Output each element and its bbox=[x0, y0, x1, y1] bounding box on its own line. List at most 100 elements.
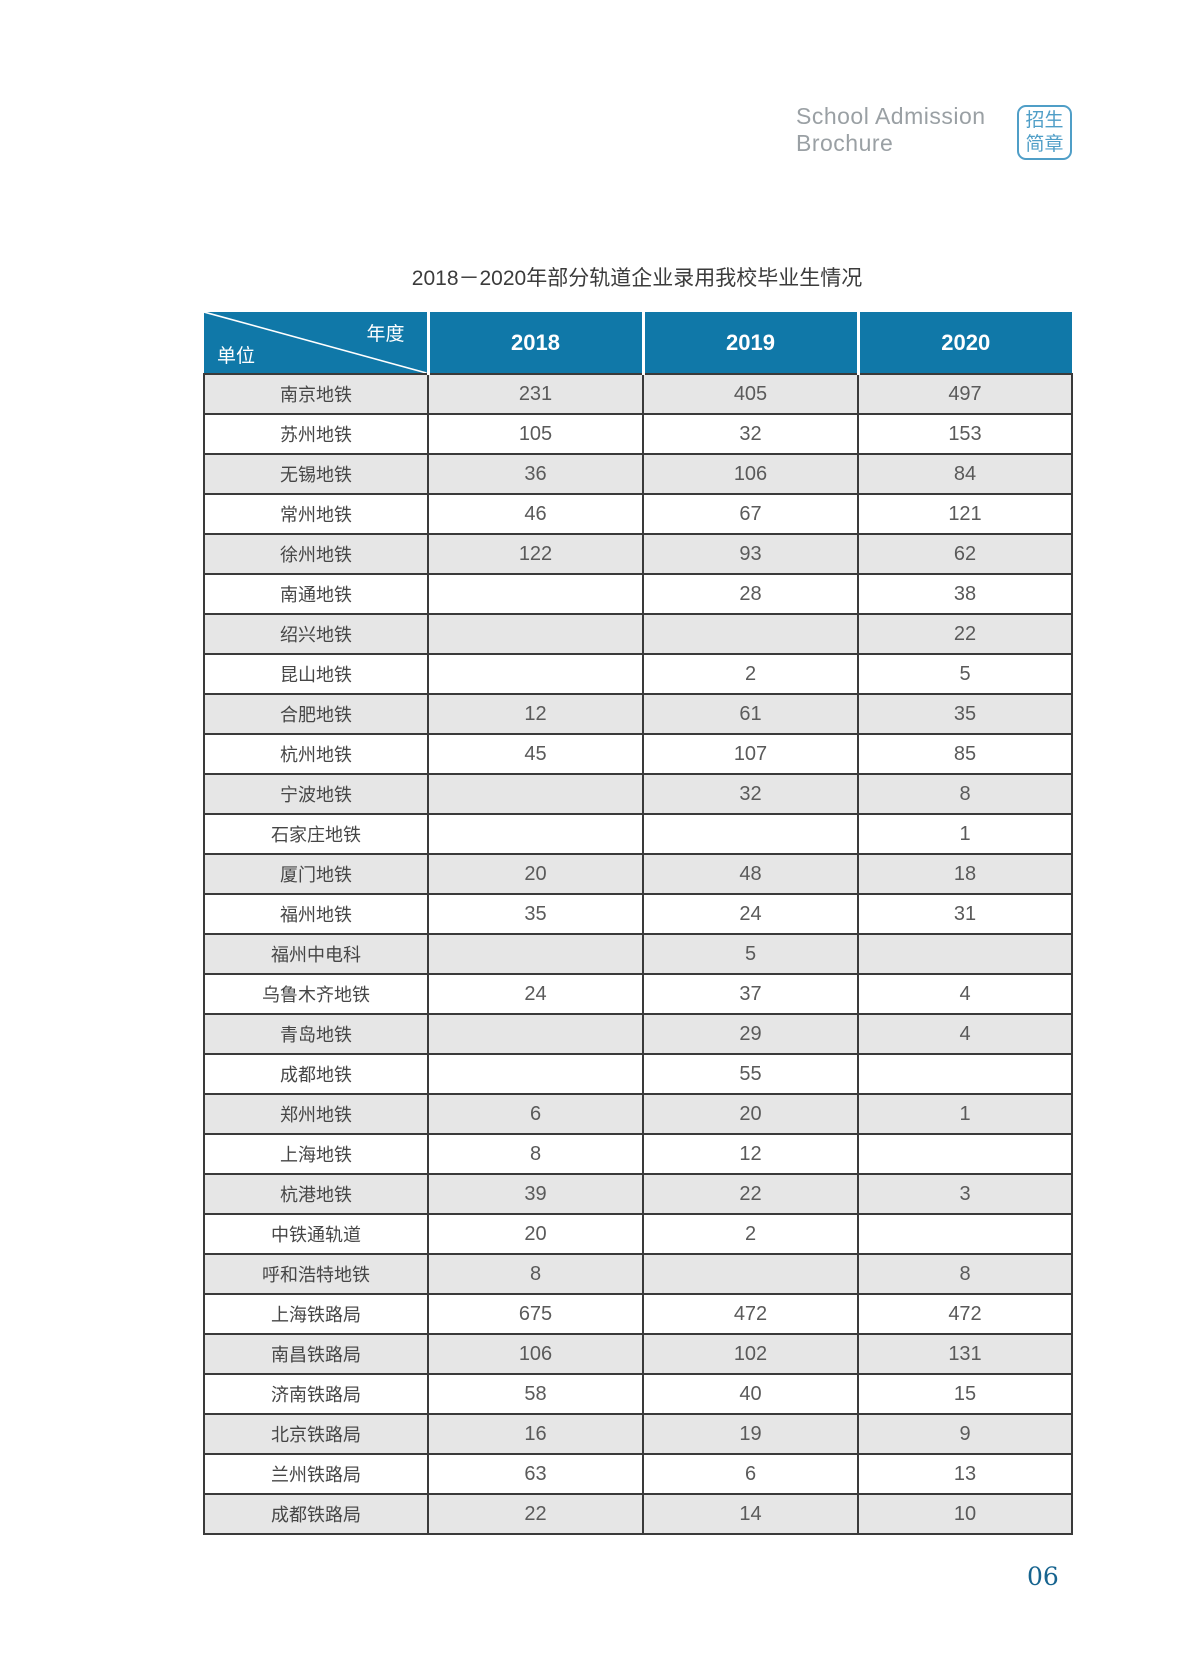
unit-cell: 福州中电科 bbox=[203, 933, 429, 975]
value-cell: 29 bbox=[642, 1013, 859, 1055]
table-row: 南通地铁 28 38 bbox=[203, 573, 1073, 615]
unit-cell: 中铁通轨道 bbox=[203, 1213, 429, 1255]
unit-cell: 成都地铁 bbox=[203, 1053, 429, 1095]
value-cell: 497 bbox=[857, 373, 1073, 415]
value-cell: 20 bbox=[427, 853, 644, 895]
unit-cell: 北京铁路局 bbox=[203, 1413, 429, 1455]
value-cell: 9 bbox=[857, 1413, 1073, 1455]
unit-cell: 常州地铁 bbox=[203, 493, 429, 535]
unit-cell: 无锡地铁 bbox=[203, 453, 429, 495]
table-row: 郑州地铁 6 20 1 bbox=[203, 1093, 1073, 1135]
value-cell: 48 bbox=[642, 853, 859, 895]
value-cell: 35 bbox=[857, 693, 1073, 735]
value-cell bbox=[642, 1253, 859, 1295]
unit-cell: 上海地铁 bbox=[203, 1133, 429, 1175]
table-row: 苏州地铁 105 32 153 bbox=[203, 413, 1073, 455]
value-cell bbox=[642, 613, 859, 655]
unit-cell: 南京地铁 bbox=[203, 373, 429, 415]
value-cell: 122 bbox=[427, 533, 644, 575]
table-row: 北京铁路局 16 19 9 bbox=[203, 1413, 1073, 1455]
value-cell: 38 bbox=[857, 573, 1073, 615]
value-cell: 84 bbox=[857, 453, 1073, 495]
value-cell: 14 bbox=[642, 1493, 859, 1535]
corner-label-unit: 单位 bbox=[217, 346, 256, 367]
brand-line2: Brochure bbox=[796, 130, 894, 156]
unit-cell: 合肥地铁 bbox=[203, 693, 429, 735]
badge-line1: 招生 bbox=[1025, 109, 1064, 131]
value-cell: 32 bbox=[642, 773, 859, 815]
table-row: 青岛地铁 29 4 bbox=[203, 1013, 1073, 1055]
page-number: 06 bbox=[1027, 1562, 1059, 1591]
unit-cell: 杭港地铁 bbox=[203, 1173, 429, 1215]
value-cell: 675 bbox=[427, 1293, 644, 1335]
unit-cell: 成都铁路局 bbox=[203, 1493, 429, 1535]
value-cell: 8 bbox=[857, 1253, 1073, 1295]
table-row: 无锡地铁 36 106 84 bbox=[203, 453, 1073, 495]
value-cell bbox=[427, 813, 644, 855]
table-row: 厦门地铁 20 48 18 bbox=[203, 853, 1073, 895]
value-cell: 1 bbox=[857, 1093, 1073, 1135]
unit-cell: 呼和浩特地铁 bbox=[203, 1253, 429, 1295]
value-cell: 35 bbox=[427, 893, 644, 935]
table-row: 南昌铁路局 106 102 131 bbox=[203, 1333, 1073, 1375]
value-cell: 28 bbox=[642, 573, 859, 615]
column-header-2020: 2020 bbox=[856, 312, 1072, 374]
value-cell: 5 bbox=[642, 933, 859, 975]
value-cell: 13 bbox=[857, 1453, 1073, 1495]
table-row: 杭州地铁 45 107 85 bbox=[203, 733, 1073, 775]
value-cell bbox=[427, 933, 644, 975]
value-cell: 131 bbox=[857, 1333, 1073, 1375]
value-cell: 8 bbox=[427, 1253, 644, 1295]
value-cell: 58 bbox=[427, 1373, 644, 1415]
table-row: 福州地铁 35 24 31 bbox=[203, 893, 1073, 935]
value-cell: 22 bbox=[642, 1173, 859, 1215]
unit-cell: 南昌铁路局 bbox=[203, 1333, 429, 1375]
table-row: 呼和浩特地铁 8 8 bbox=[203, 1253, 1073, 1295]
brand-text: School Admission Brochure bbox=[796, 103, 986, 157]
value-cell: 2 bbox=[642, 653, 859, 695]
table-row: 乌鲁木齐地铁 24 37 4 bbox=[203, 973, 1073, 1015]
unit-cell: 厦门地铁 bbox=[203, 853, 429, 895]
table-row: 成都铁路局 22 14 10 bbox=[203, 1493, 1073, 1535]
table-row: 徐州地铁 122 93 62 bbox=[203, 533, 1073, 575]
value-cell: 36 bbox=[427, 453, 644, 495]
table-row: 济南铁路局 58 40 15 bbox=[203, 1373, 1073, 1415]
value-cell: 31 bbox=[857, 893, 1073, 935]
value-cell: 39 bbox=[427, 1173, 644, 1215]
value-cell: 46 bbox=[427, 493, 644, 535]
table-title: 2018－2020年部分轨道企业录用我校毕业生情况 bbox=[411, 267, 863, 290]
value-cell: 2 bbox=[642, 1213, 859, 1255]
table-row: 成都地铁 55 bbox=[203, 1053, 1073, 1095]
value-cell: 18 bbox=[857, 853, 1073, 895]
brand-badge-logo: 招生 简章 bbox=[1017, 105, 1072, 160]
table-row: 常州地铁 46 67 121 bbox=[203, 493, 1073, 535]
value-cell: 19 bbox=[642, 1413, 859, 1455]
table-row: 石家庄地铁 1 bbox=[203, 813, 1073, 855]
unit-cell: 绍兴地铁 bbox=[203, 613, 429, 655]
value-cell: 121 bbox=[857, 493, 1073, 535]
badge-line2: 简章 bbox=[1025, 133, 1064, 155]
table-row: 福州中电科 5 bbox=[203, 933, 1073, 975]
value-cell: 4 bbox=[857, 973, 1073, 1015]
unit-cell: 石家庄地铁 bbox=[203, 813, 429, 855]
value-cell: 20 bbox=[427, 1213, 644, 1255]
table-row: 上海铁路局 675 472 472 bbox=[203, 1293, 1073, 1335]
value-cell: 16 bbox=[427, 1413, 644, 1455]
value-cell: 12 bbox=[427, 693, 644, 735]
value-cell: 106 bbox=[642, 453, 859, 495]
value-cell: 85 bbox=[857, 733, 1073, 775]
value-cell: 6 bbox=[427, 1093, 644, 1135]
unit-cell: 杭州地铁 bbox=[203, 733, 429, 775]
value-cell bbox=[857, 933, 1073, 975]
recruitment-table: 年度 单位 2018 2019 2020 南京地铁 231 405 497 苏州地铁 10… bbox=[203, 312, 1073, 1535]
value-cell: 105 bbox=[427, 413, 644, 455]
value-cell: 22 bbox=[857, 613, 1073, 655]
value-cell: 62 bbox=[857, 533, 1073, 575]
unit-cell: 济南铁路局 bbox=[203, 1373, 429, 1415]
value-cell: 93 bbox=[642, 533, 859, 575]
column-header-2019: 2019 bbox=[641, 312, 858, 374]
unit-cell: 南通地铁 bbox=[203, 573, 429, 615]
value-cell bbox=[427, 573, 644, 615]
value-cell: 22 bbox=[427, 1493, 644, 1535]
